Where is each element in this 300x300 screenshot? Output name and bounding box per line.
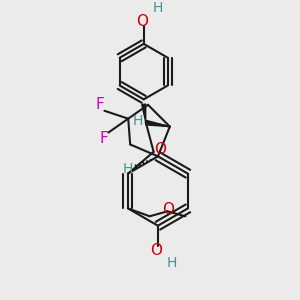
Text: F: F — [99, 131, 108, 146]
Text: O: O — [136, 14, 148, 28]
Text: H: H — [123, 162, 134, 176]
Text: O: O — [154, 142, 166, 158]
Text: O: O — [163, 202, 175, 217]
Text: H: H — [133, 114, 143, 128]
Text: O: O — [150, 243, 162, 258]
Text: H: H — [167, 256, 177, 270]
Polygon shape — [142, 104, 146, 122]
Polygon shape — [146, 121, 170, 127]
Text: F: F — [95, 97, 104, 112]
Text: H: H — [152, 1, 163, 15]
